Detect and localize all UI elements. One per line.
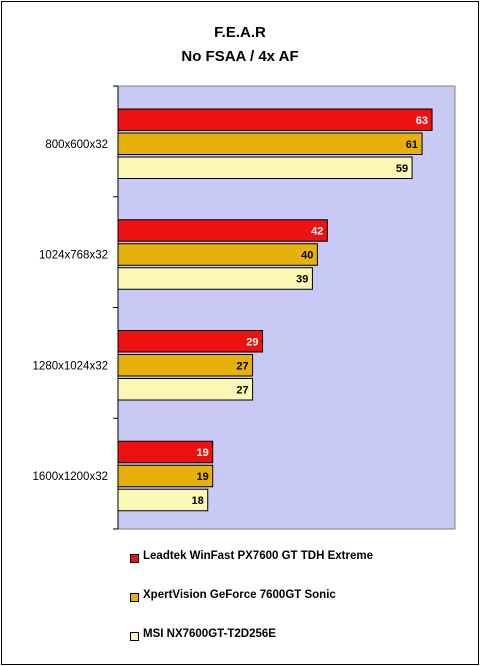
data-label: 29 (246, 336, 258, 348)
bar (117, 378, 254, 401)
legend-swatch (130, 632, 139, 641)
bar (117, 488, 209, 512)
data-label: 42 (311, 226, 323, 238)
bar (117, 132, 423, 155)
category-label: 1024x768x32 (39, 250, 108, 262)
bar (117, 156, 413, 179)
legend-label: Leadtek WinFast PX7600 GT TDH Extreme (143, 550, 373, 562)
data-label: 39 (296, 274, 308, 286)
chart-title: F.E.A.R (214, 24, 266, 41)
legend-item: MSI NX7600GT-T2D256E (130, 627, 430, 647)
legend-item: XpertVision GeForce 7600GT Sonic (130, 588, 430, 608)
chart-subtitle: No FSAA / 4x AF (181, 48, 299, 65)
bar (117, 219, 328, 242)
bar (117, 243, 318, 266)
data-label: 27 (236, 384, 248, 396)
data-label: 59 (396, 163, 408, 175)
legend-item: Leadtek WinFast PX7600 GT TDH Extreme (130, 549, 430, 569)
data-label: 61 (406, 139, 418, 151)
category-label: 800x600x32 (45, 139, 108, 151)
legend-swatch (130, 554, 139, 563)
legend-label: XpertVision GeForce 7600GT Sonic (143, 589, 336, 601)
data-label: 19 (196, 471, 208, 483)
bar (117, 330, 264, 353)
data-label: 40 (301, 250, 313, 262)
data-label: 19 (196, 447, 208, 459)
bar (117, 267, 313, 290)
legend: Leadtek WinFast PX7600 GT TDH Extreme Xpe… (130, 549, 430, 666)
data-label: 18 (191, 495, 203, 507)
category-label: 1280x1024x32 (33, 360, 108, 372)
data-label: 27 (236, 360, 248, 372)
legend-label: MSI NX7600GT-T2D256E (143, 628, 276, 640)
legend-swatch (130, 593, 139, 602)
category-label: 1600x1200x32 (33, 471, 108, 483)
data-label: 63 (416, 115, 428, 127)
bar (117, 108, 433, 131)
bar (117, 464, 214, 488)
bar (117, 440, 214, 464)
bar (117, 354, 254, 377)
